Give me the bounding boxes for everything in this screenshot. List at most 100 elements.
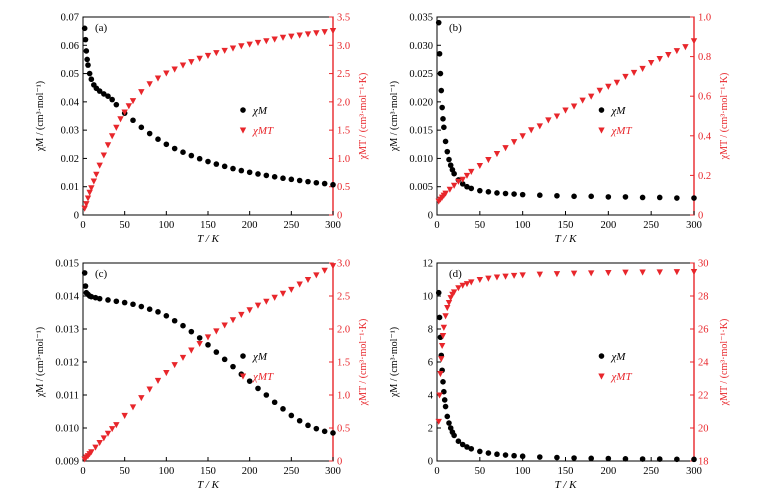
data-point [553,271,561,278]
data-point [605,83,612,90]
data-point [463,172,471,179]
data-point [570,270,578,277]
y-left-tick-label: 10 [423,292,434,303]
data-point [96,439,103,447]
legend-marker-circle [598,353,605,359]
data-point [639,65,646,72]
data-point [510,139,518,146]
data-point [313,179,320,186]
data-point [313,30,320,37]
panel-label: (b) [449,22,462,34]
x-tick-label: 250 [643,220,659,231]
data-point [519,453,526,460]
data-point [88,76,95,83]
data-point [440,116,446,122]
y-right-tick-label: 0.5 [337,424,350,435]
data-point [90,178,98,185]
y-left-axis-title: χM / (cm³·mol⁻¹) [389,81,400,152]
data-point [536,271,543,278]
data-point [519,272,526,279]
data-point [213,349,220,355]
data-point [674,195,680,201]
y-left-tick-label: 0.03 [61,126,79,137]
y-right-tick-label: 18 [698,457,709,468]
data-point [673,48,681,55]
data-point [96,162,103,169]
data-point [121,299,128,306]
chart-panel-1: 0 50 100 150 200 250 30000.010.020.030.040.050… [35,13,369,246]
legend-marker-triangle [598,373,605,380]
data-point [188,347,195,354]
data-point [630,69,638,76]
x-axis-title: T / K [555,233,577,245]
data-point [263,38,270,45]
y-right-tick-label: 24 [698,358,709,369]
data-point [188,328,195,335]
data-point [81,270,88,276]
data-point [81,205,88,212]
data-point [196,155,203,162]
data-point [221,322,228,329]
data-point [441,397,448,403]
data-point [329,28,337,35]
data-point [82,283,89,289]
chart-panel-2: 0 50 100 150 200 250 30000.0050.0100.0150.0200… [389,13,730,246]
data-point [459,282,466,289]
legend-label: χM [610,105,626,117]
data-point [105,93,111,99]
data-point [271,399,278,406]
data-point [146,81,153,88]
data-point [442,138,449,145]
data-point [435,418,442,425]
y-right-tick-label: 0.2 [698,171,711,182]
x-tick-label: 150 [200,220,216,231]
data-point [330,430,336,436]
data-point [254,302,262,309]
y-left-tick-label: 0.030 [409,41,433,52]
data-point [163,141,170,148]
data-point [313,425,320,432]
chart-panel-3: 0 50 100 150 200 250 300 0.009 0.010 0.011 0.012 0.… [35,259,369,492]
data-point [464,444,470,450]
y-right-tick-label: 1.0 [337,154,350,165]
data-point [579,97,586,104]
x-tick-label: 200 [242,466,258,477]
data-point [570,103,578,110]
data-point [163,313,170,319]
y-left-tick-label: 8 [428,325,433,336]
data-point [622,456,629,462]
data-point [442,190,449,197]
data-point [622,194,629,200]
data-point [441,124,447,131]
data-point [519,133,526,140]
data-point [255,385,261,392]
y-right-tick-label: 2.5 [337,69,350,80]
data-point [613,79,621,86]
y-left-tick-label: 0.015 [55,259,79,270]
data-point [444,413,451,420]
data-point [605,270,612,277]
data-point [154,75,162,82]
data-point [439,104,445,111]
data-point [179,62,187,69]
data-point [271,174,278,180]
data-point [455,178,462,185]
data-point [656,456,663,462]
data-point [246,378,253,384]
data-point [238,311,245,318]
data-point [439,333,447,340]
data-point [321,428,328,435]
chart-panel-4: 0 50 100 150 200 250 3000246810121820222426283… [389,259,730,492]
y-left-tick-label: 2 [428,424,433,435]
data-point [163,370,170,377]
y-left-axis-title: χM / (cm³·mol⁻¹) [389,327,400,398]
data-point [121,412,128,419]
panel-label: (c) [95,268,108,280]
data-point [263,172,270,179]
data-point [125,103,133,110]
data-point [468,168,475,175]
data-point [476,162,484,170]
data-point [100,435,108,442]
data-point [435,19,442,26]
x-tick-label: 200 [600,466,616,477]
